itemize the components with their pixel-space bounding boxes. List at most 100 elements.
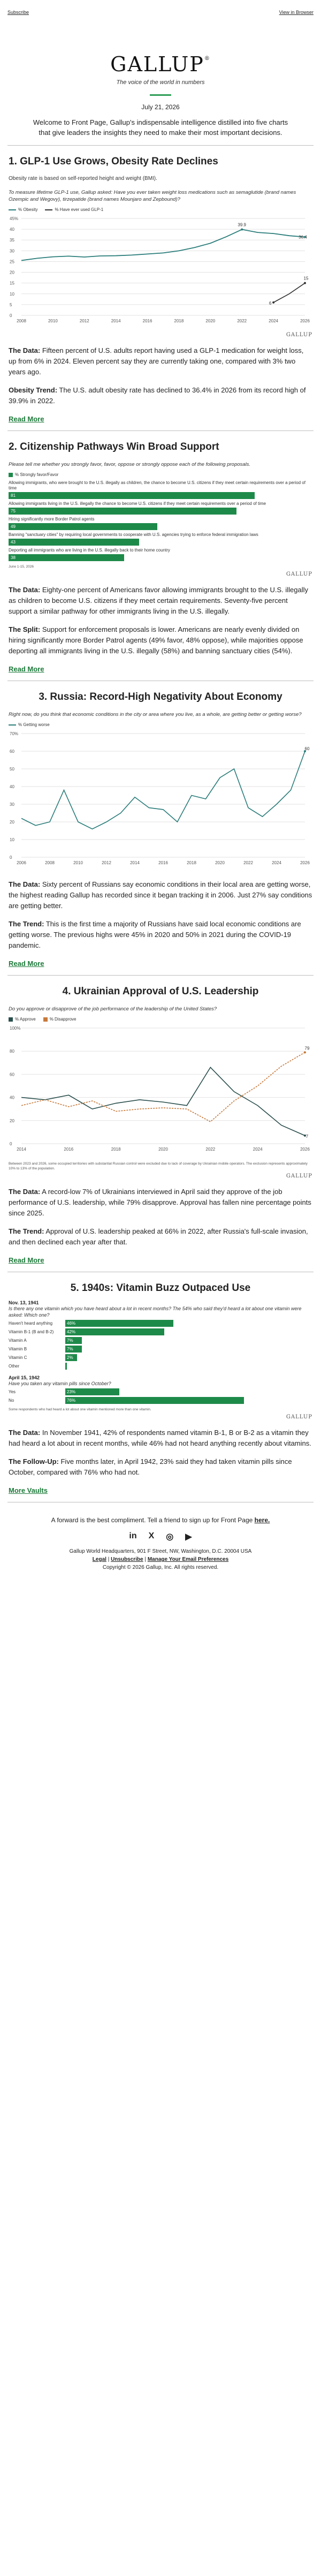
poll-date: April 15, 1942 [9, 1375, 40, 1380]
chart-legend: % Getting worse [9, 722, 312, 727]
series-line-0 [21, 751, 305, 830]
legend-obesity: % Obesity [9, 207, 37, 212]
x-tick-label: 2016 [143, 319, 152, 323]
bar-label: Banning "sanctuary cities" by requiring … [9, 532, 258, 537]
read-more-link[interactable]: Read More [9, 415, 44, 423]
y-tick-label: 20 [10, 820, 14, 825]
bar-label: Vitamin A [9, 1338, 27, 1343]
poll-date: Nov. 13, 1941 [9, 1300, 39, 1305]
bar-row: Vitamin B-1 (B and B-2) 42% [9, 1328, 312, 1335]
y-tick-label: 20 [10, 270, 14, 275]
data-label: 15 [304, 276, 309, 281]
bar-row: Vitamin A 7% [9, 1337, 312, 1344]
x-tick-label: 2020 [158, 1147, 168, 1152]
data-label: 39.9 [238, 223, 246, 228]
x-tick-label: 2018 [174, 319, 184, 323]
y-tick-label: 0 [10, 313, 12, 318]
x-icon[interactable]: X [148, 1531, 155, 1540]
data-paragraph: The Data: A record-low 7% of Ukrainians … [9, 1188, 311, 1217]
y-tick-label: 0 [10, 855, 12, 860]
trend-paragraph: Obesity Trend: The U.S. adult obesity ra… [9, 386, 306, 405]
x-tick-label: 2022 [243, 860, 253, 865]
bar-label: Deporting all immigrants who are living … [9, 548, 170, 553]
bar [65, 1363, 67, 1370]
series-line-1 [273, 283, 305, 303]
bar-row: Vitamin C 2% [9, 1354, 312, 1361]
signup-link[interactable]: here. [254, 1516, 270, 1524]
read-more-link[interactable]: Read More [9, 1256, 44, 1264]
y-tick-label: 35 [10, 238, 14, 243]
linkedin-icon[interactable]: in [129, 1531, 137, 1540]
data-label: 60 [305, 746, 310, 751]
bar-label: Allowing immigrants, who were brought to… [9, 480, 305, 490]
y-tick-label: 60 [10, 749, 14, 754]
chart-legend: % Approve % Disapprove [9, 1017, 312, 1022]
instagram-icon[interactable]: ◎ [166, 1532, 174, 1542]
bar: 76% [65, 1397, 244, 1404]
read-more-link[interactable]: Read More [9, 960, 44, 968]
section-citizenship: 2. Citizenship Pathways Win Broad Suppor… [0, 441, 321, 673]
followup-paragraph: The Follow-Up: Five months later, in Apr… [9, 1457, 292, 1476]
bar-label: Vitamin C [9, 1355, 27, 1360]
y-tick-label: 40 [10, 1096, 14, 1100]
legend-getting-worse: % Getting worse [9, 722, 50, 727]
data-point [272, 301, 275, 304]
view-in-browser-link[interactable]: View in Browser [279, 10, 314, 15]
y-tick-label: 20 [10, 1119, 14, 1123]
data-paragraph: The Data: In November 1941, 42% of respo… [9, 1429, 311, 1447]
bar: 7% [65, 1337, 82, 1344]
x-tick-label: 2026 [300, 860, 310, 865]
x-tick-label: 2012 [102, 860, 111, 865]
bar: 23% [65, 1388, 120, 1395]
x-tick-label: 2010 [73, 860, 83, 865]
manage-preferences-link[interactable]: Manage Your Email Preferences [147, 1557, 229, 1562]
more-vaults-link[interactable]: More Vaults [9, 1486, 48, 1494]
legend-favor: % Strongly favor/Favor [9, 472, 58, 477]
gallup-watermark: GALLUP [286, 1173, 312, 1179]
x-tick-label: 2010 [48, 319, 58, 323]
trend-paragraph: The Trend: Approval of U.S. leadership p… [9, 1227, 308, 1246]
gallup-watermark: GALLUP [286, 332, 312, 338]
legend-approve: % Approve [9, 1017, 36, 1022]
youtube-icon[interactable]: ▶ [185, 1532, 192, 1542]
y-tick-label: 5 [10, 303, 12, 307]
y-tick-label: 10 [10, 292, 14, 297]
bar: 49 [9, 523, 158, 530]
bar: 7% [65, 1346, 82, 1353]
chart-subtitle: Obesity rate is based on self-reported h… [9, 176, 157, 182]
bar-label: Allowing immigrants living in the U.S. i… [9, 501, 266, 506]
divider [7, 975, 314, 976]
gallup-logo[interactable]: GALLUP® [110, 52, 211, 76]
footer: A forward is the best compliment. Tell a… [0, 1516, 321, 1581]
divider [7, 145, 314, 146]
x-tick-label: 2016 [158, 860, 168, 865]
y-tick-label: 100% [10, 1026, 20, 1031]
data-point [304, 750, 306, 752]
x-tick-label: 2024 [253, 1147, 263, 1152]
data-point [304, 1134, 306, 1137]
subscribe-link[interactable]: Subscribe [7, 10, 29, 15]
source-note: June 1-15, 2026 [9, 565, 34, 569]
x-tick-label: 2008 [17, 319, 26, 323]
gallup-watermark: GALLUP [286, 1414, 312, 1420]
trend-paragraph: The Trend: This is the first time a majo… [9, 920, 301, 949]
data-point [241, 228, 243, 231]
unsubscribe-link[interactable]: Unsubscribe [111, 1557, 143, 1562]
bar: 42% [65, 1328, 164, 1335]
legal-link[interactable]: Legal [92, 1557, 106, 1562]
read-more-link[interactable]: Read More [9, 665, 44, 673]
citizenship-bar-chart: Allowing immigrants, who were brought to… [9, 480, 312, 561]
series-line-0 [21, 1067, 305, 1136]
section-russia: 3. Russia: Record-High Negativity About … [0, 691, 321, 968]
vitamin-bar-chart-1942: Yes 23% No 76% [9, 1388, 312, 1404]
data-label: 36.4 [299, 235, 307, 240]
bar-row: Other [9, 1363, 312, 1370]
chart-footnote: Some respondents who had heard a lot abo… [9, 1408, 151, 1411]
legend-glp1: % Have ever used GLP-1 [45, 207, 103, 212]
vitamin-poll-1941: Nov. 13, 1941 Is there any one vitamin w… [9, 1300, 312, 1370]
bar-label: No [9, 1398, 14, 1403]
bar-row: Vitamin B 7% [9, 1346, 312, 1353]
poll-question: Is there any one vitamin which you have … [9, 1306, 302, 1318]
x-tick-label: 2014 [17, 1147, 26, 1152]
gallup-watermark: GALLUP [286, 571, 312, 577]
